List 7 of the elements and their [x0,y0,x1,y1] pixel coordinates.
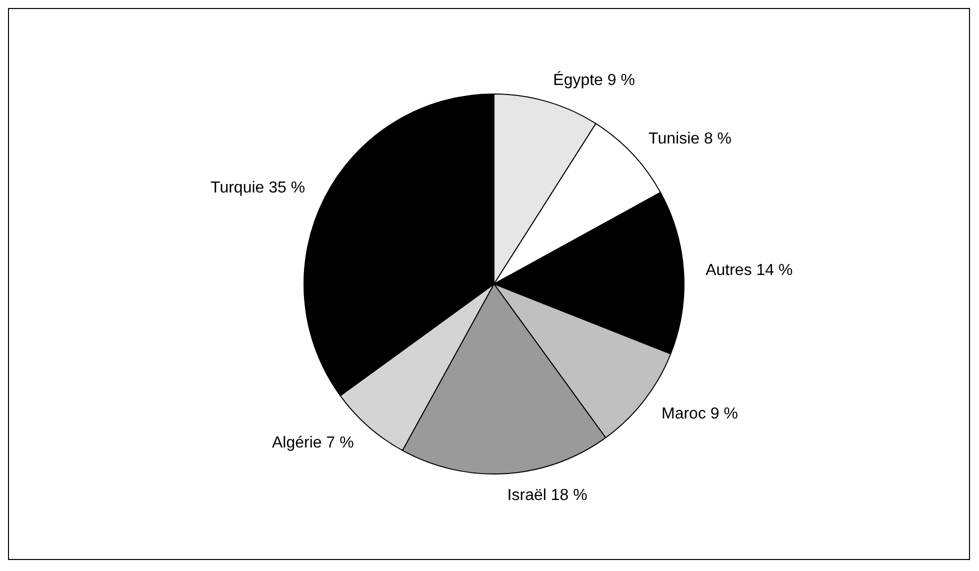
slice-label: Turquie 35 % [210,179,306,196]
slice-label: Autres 14 % [706,262,793,280]
slice-label: Égypte 9 % [553,70,635,89]
slice-label: Maroc 9 % [662,405,738,422]
slice-label: Algérie 7 % [272,434,354,452]
slice-label: Israël 18 % [507,487,588,504]
slice-label: Tunisie 8 % [648,130,732,148]
